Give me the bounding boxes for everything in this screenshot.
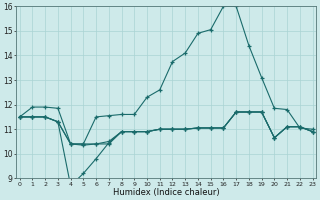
- X-axis label: Humidex (Indice chaleur): Humidex (Indice chaleur): [113, 188, 220, 197]
